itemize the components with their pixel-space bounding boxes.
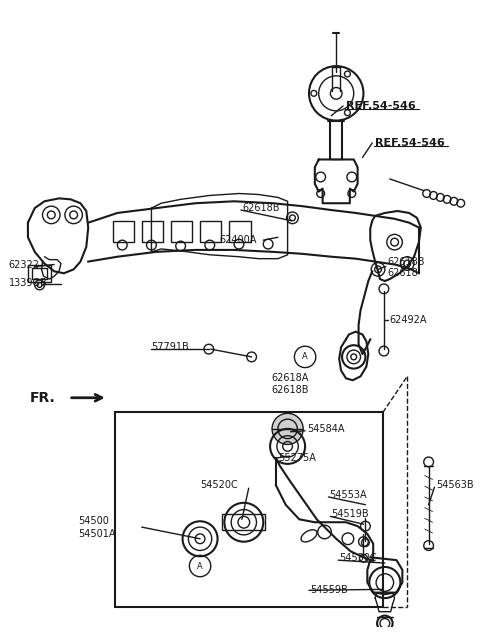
Text: 62322: 62322: [9, 259, 39, 270]
Text: A: A: [302, 352, 308, 361]
Text: REF.54-546: REF.54-546: [346, 101, 416, 111]
Text: 62492A: 62492A: [390, 315, 427, 325]
Text: 54519B: 54519B: [331, 509, 369, 520]
Text: 54501A: 54501A: [79, 529, 116, 539]
Bar: [116, 412, 383, 607]
Text: 62618: 62618: [388, 268, 419, 279]
Text: REF.54-546: REF.54-546: [375, 138, 445, 148]
Text: 54553A: 54553A: [329, 490, 367, 500]
Text: 54530C: 54530C: [339, 553, 377, 563]
Text: 62618A: 62618A: [271, 373, 309, 384]
Text: A: A: [197, 562, 203, 570]
Bar: [229, 221, 251, 242]
Text: 54559B: 54559B: [310, 585, 348, 595]
Text: 57791B: 57791B: [152, 342, 189, 352]
Text: 55275A: 55275A: [278, 453, 316, 463]
Bar: [171, 221, 192, 242]
Text: 54584A: 54584A: [307, 424, 345, 434]
Text: 62618B: 62618B: [271, 385, 309, 395]
Bar: [28, 265, 51, 282]
Text: 54563B: 54563B: [436, 480, 474, 490]
Bar: [32, 268, 48, 279]
Bar: [222, 515, 265, 530]
Text: 1339GB: 1339GB: [9, 278, 47, 288]
Text: FR.: FR.: [30, 391, 56, 404]
Text: 62618B: 62618B: [242, 203, 279, 213]
Bar: [142, 221, 163, 242]
Bar: [200, 221, 221, 242]
Text: 62618B: 62618B: [388, 256, 425, 266]
Text: 62400A: 62400A: [219, 235, 257, 245]
Text: 54520C: 54520C: [200, 480, 238, 490]
Text: 54500: 54500: [79, 516, 109, 526]
Circle shape: [272, 413, 303, 445]
Bar: [112, 221, 134, 242]
